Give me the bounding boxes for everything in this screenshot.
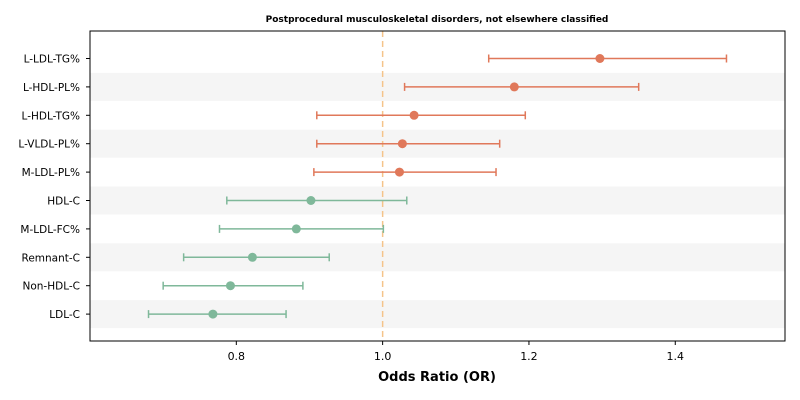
y-tick-label: HDL-C: [47, 196, 80, 208]
y-tick-label: M-LDL-PL%: [22, 167, 80, 179]
y-tick-label: Non-HDL-C: [23, 281, 81, 293]
x-tick-label: 1.4: [667, 350, 685, 363]
y-tick-label: L-HDL-PL%: [23, 82, 80, 94]
x-ticks: 0.8 1.0 1.2 1.4: [228, 341, 684, 363]
or-point: [291, 224, 301, 234]
x-tick-label: 1.0: [374, 350, 392, 363]
or-point: [247, 252, 257, 262]
y-tick-label: L-HDL-TG%: [22, 110, 80, 122]
ci-whiskers: [147, 54, 728, 319]
row-bands: [90, 72, 785, 329]
or-points: [208, 54, 605, 319]
plot-frame: [89, 30, 786, 342]
y-tick-label: L-LDL-TG%: [24, 54, 80, 66]
y-tick-label: Remnant-C: [22, 252, 81, 264]
y-tick-label: M-LDL-FC%: [20, 224, 80, 236]
or-point: [397, 139, 407, 149]
y-tick-label: L-VLDL-PL%: [18, 139, 80, 151]
y-tick-labels: L-LDL-TG% L-HDL-PL% L-HDL-TG% L-VLDL-PL% M-L…: [18, 54, 90, 321]
y-tick-label: LDL-C: [49, 309, 80, 321]
or-point: [409, 110, 419, 120]
or-point: [595, 54, 605, 63]
x-tick-label: 1.2: [520, 350, 538, 363]
or-point: [208, 309, 218, 319]
x-axis-label: Odds Ratio (OR): [378, 370, 496, 385]
or-point: [509, 82, 519, 92]
x-tick-label: 0.8: [228, 350, 246, 363]
or-point: [225, 281, 235, 291]
row-band: [90, 186, 785, 215]
or-point: [306, 196, 316, 205]
or-point: [394, 167, 404, 177]
chart-title: Postprocedural musculoskeletal disorders…: [266, 15, 609, 25]
